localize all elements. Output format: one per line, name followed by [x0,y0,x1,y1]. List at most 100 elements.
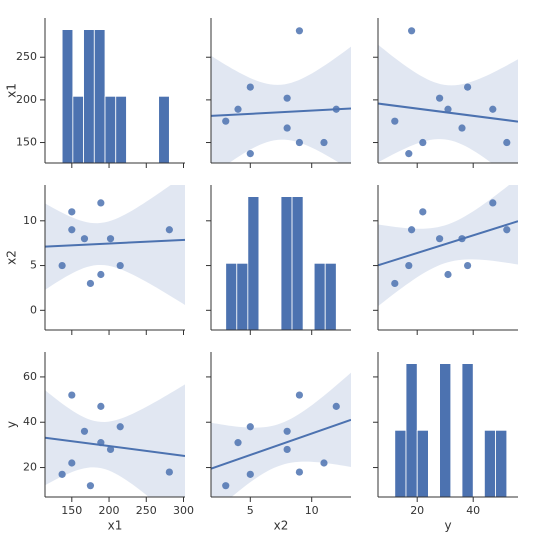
point [222,117,230,125]
regression-line [45,436,185,457]
point [58,261,66,270]
hist-bar [405,363,418,497]
y-tick-label: 20 [23,461,37,474]
point [295,468,304,476]
hist-bar [461,363,474,497]
point [408,226,416,234]
hist-bar [72,95,84,163]
confidence-band [211,46,351,163]
y-tick-label: 150 [16,136,37,149]
y-tick-label: 10 [23,214,37,227]
y-tick-label: 200 [16,93,37,106]
point [320,138,328,147]
point [419,138,427,147]
hist-bar [225,262,238,330]
panel [45,185,185,305]
point [246,470,254,478]
hist-bar [291,196,304,330]
point [68,208,76,216]
panel [394,363,508,497]
y-tick-label: 60 [23,370,37,383]
point [408,27,416,35]
point [489,199,497,207]
x-axis-label: x2 [274,519,289,533]
hist-bar [236,262,249,330]
point [332,402,340,410]
point [436,94,444,102]
point [165,468,173,476]
confidence-band [45,185,185,305]
regression-line [45,238,185,248]
regression-line [211,107,351,117]
point [97,439,105,447]
point [332,105,340,113]
panel [225,196,337,330]
hist-bar [280,196,293,330]
confidence-band [45,384,185,497]
point [283,124,291,132]
point [419,208,427,216]
hist-bar [483,429,496,497]
hist-bar [495,429,508,497]
point [165,226,173,234]
point [464,261,472,270]
hist-bar [394,429,407,497]
point [116,423,124,431]
x-axis-label: x1 [108,519,123,533]
panel [211,372,351,497]
point [80,427,89,435]
regression-line [378,220,518,267]
point [405,261,413,270]
point [295,391,304,399]
point [320,459,328,467]
point [86,279,95,288]
y-tick-label: 250 [16,50,37,63]
point [391,117,399,125]
x-axis-label: y [444,519,451,533]
y-axis-label: y [5,421,19,428]
point [295,27,304,35]
y-tick-label: 0 [30,303,37,316]
point [68,391,76,399]
point [283,94,291,102]
hist-bar [416,429,429,497]
point [458,124,466,132]
point [97,199,105,207]
x-tick-label: 20 [410,504,424,517]
point [503,226,511,234]
x-tick-label: 250 [136,504,157,517]
point [295,138,304,147]
point [283,445,291,454]
point [246,83,254,91]
regression-line [211,418,351,470]
hist-bar [104,95,117,163]
hist-bar [158,95,170,163]
point [283,427,291,435]
point [503,138,511,147]
y-axis-label: x1 [5,83,19,98]
hist-bar [61,29,74,163]
hist-bar [439,363,452,497]
point [97,270,105,279]
x-tick-label: 200 [99,504,120,517]
point [68,459,76,467]
point [391,279,399,288]
y-tick-label: 5 [30,259,37,272]
point [234,105,242,113]
hist-bar [313,262,326,330]
point [80,235,89,243]
point [68,226,76,234]
confidence-band [378,44,518,163]
point [458,235,466,243]
x-tick-label: 5 [247,504,254,517]
panel [378,27,518,163]
point [86,482,95,490]
confidence-band [211,372,351,497]
point [444,270,452,279]
hist-bar [115,95,127,163]
panel [61,29,170,163]
point [436,235,444,243]
point [222,482,230,490]
point [246,423,254,431]
